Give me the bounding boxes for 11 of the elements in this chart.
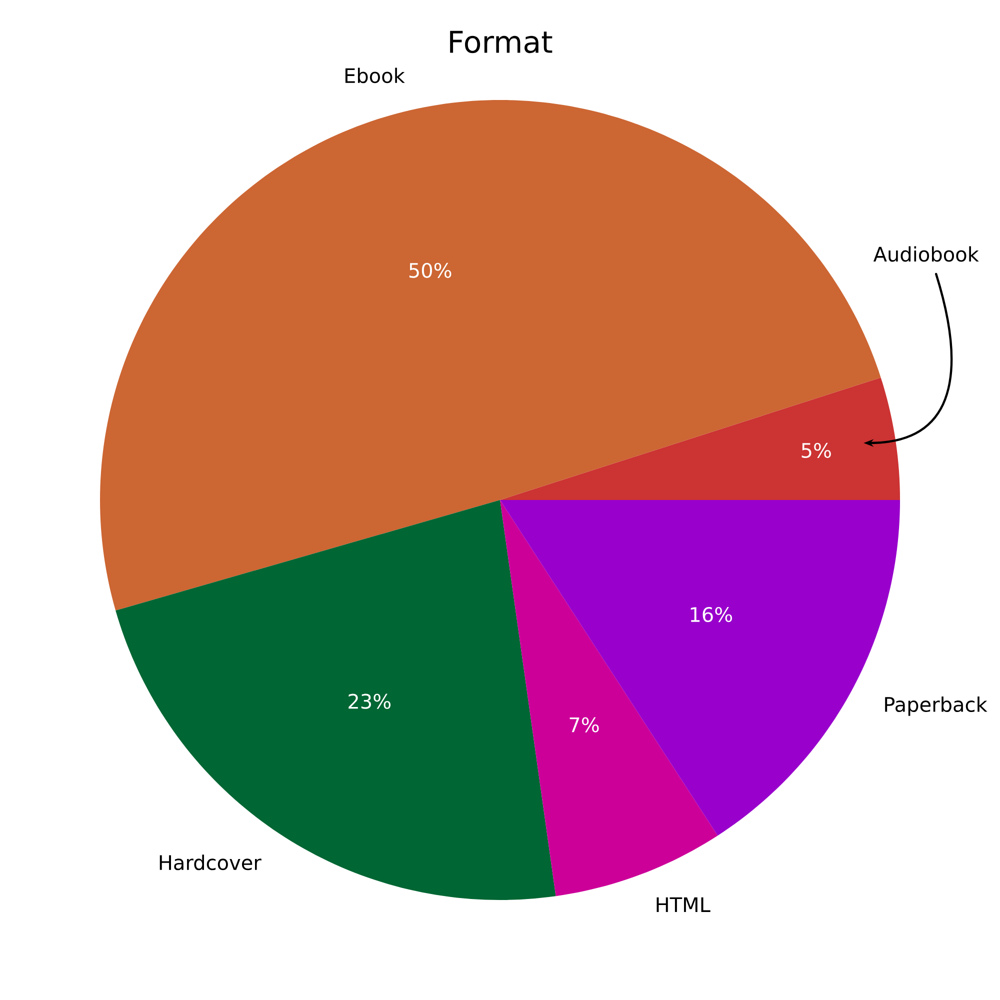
data-label: 23% [348,694,391,709]
slice-label: Audiobook [873,246,979,262]
slice-label: Paperback [885,696,988,716]
data-label: 50% [409,262,452,278]
data-label: 16% [690,607,732,622]
slice-label: Ebook [345,68,405,84]
data-label: 7% [570,717,599,732]
slice-label: Hardcover [160,854,262,870]
slice-label: HTML [656,897,710,912]
chart-title: Format [450,30,552,54]
data-label: 5% [802,442,831,458]
